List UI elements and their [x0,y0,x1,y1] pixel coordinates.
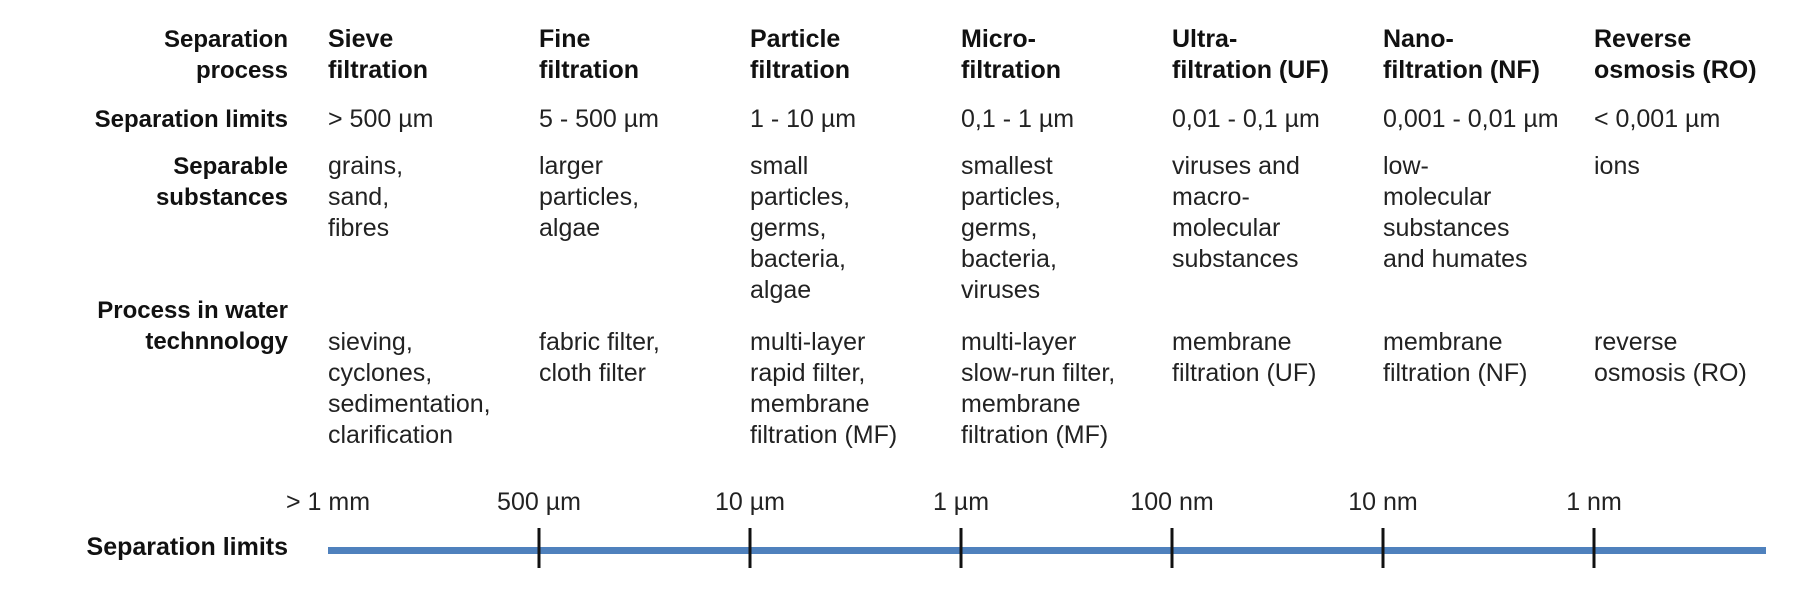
scale-tick-label: > 1 mm [285,488,371,516]
scale-tick-mark [748,528,752,568]
cell-water-process: multi-layer slow-run filter, membrane filtr… [961,328,1116,449]
scale-tick-mark [537,528,541,568]
cell-process-name: Nano-filtration (NF) [1383,25,1540,84]
cell-limit: 1 - 10 µm [750,105,857,133]
cell-water-process: sieving, cyclones, sedimentation, clarifica… [328,328,491,449]
cell-substances: smallest particles, germs, bacteria, viruses [961,152,1062,304]
row-label-process-in-water-technology: Process in water technnology [97,297,288,355]
cell-substances: grains, sand, fibres [328,152,404,242]
cell-substances: small particles, germs, bacteria, algae [750,152,851,304]
cell-substances: larger particles, algae [539,152,640,242]
scale-axis-title: Separation limits [86,533,288,561]
scale-tick-mark [959,528,963,568]
cell-process-name: Ultra-filtration (UF) [1172,25,1329,84]
scale-tick-label: 500 µm [497,488,581,516]
cell-process-name: Reverse osmosis (RO) [1594,25,1757,84]
cell-substances: ions [1594,152,1640,180]
cell-limit: < 0,001 µm [1594,105,1721,133]
cell-limit: 5 - 500 µm [539,105,660,133]
cell-limit: 0,001 - 0,01 µm [1383,105,1559,133]
cell-limit: 0,1 - 1 µm [961,105,1075,133]
scale-tick-label: 1 nm [1566,488,1622,516]
cell-limit: 0,01 - 0,1 µm [1172,105,1320,133]
cell-water-process: membrane filtration (UF) [1172,328,1317,387]
scale-tick-label: 10 nm [1348,488,1418,516]
cell-water-process: multi-layer rapid filter, membrane filtrati… [750,328,898,449]
cell-process-name: Particle filtration [750,25,850,84]
cell-substances: low-molecular substances and humates [1383,152,1528,273]
cell-water-process: fabric filter, cloth filter [539,328,660,387]
cell-limit: > 500 µm [328,105,434,133]
cell-water-process: reverse osmosis (RO) [1594,328,1747,387]
cell-process-name: Micro-filtration [961,25,1061,84]
cell-substances: viruses and macro-molecular substances [1172,152,1300,273]
cell-water-process: membrane filtration (NF) [1383,328,1528,387]
scale-tick-mark [1592,528,1596,568]
scale-tick-label: 100 nm [1130,488,1214,516]
scale-tick-mark [1170,528,1174,568]
scale-tick-mark [1381,528,1385,568]
scale-tick-label: 10 µm [715,488,785,516]
row-label-separation-process: Separation process [163,26,288,84]
cell-process-name: Fine filtration [539,25,639,84]
scale-tick-label: 1 µm [932,488,990,516]
cell-process-name: Sieve filtration [328,25,428,84]
row-label-separation-limits: Separation limits [94,106,288,133]
scale-axis-line [328,547,1766,554]
row-label-separable-substances: Separable substances [155,153,288,211]
